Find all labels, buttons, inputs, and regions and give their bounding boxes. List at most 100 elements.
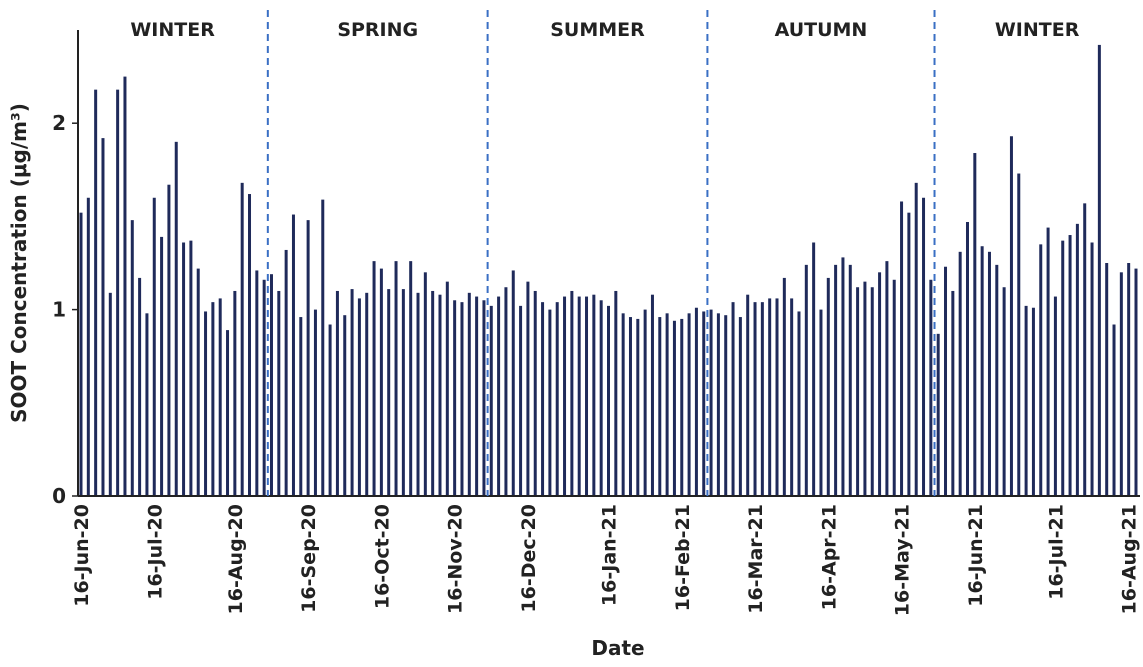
bar — [482, 300, 486, 496]
bar — [321, 199, 325, 496]
bar — [204, 311, 208, 496]
bar — [357, 298, 361, 496]
bar — [914, 182, 918, 496]
bar — [775, 298, 779, 496]
bar — [672, 320, 676, 496]
bar — [1009, 136, 1013, 497]
bar — [262, 279, 266, 496]
y-tick-label: 1 — [52, 298, 66, 322]
bar — [782, 277, 786, 496]
bar — [585, 296, 589, 496]
bar — [731, 302, 735, 496]
season-label: AUTUMN — [775, 19, 868, 41]
bar — [489, 305, 493, 496]
bar — [328, 324, 332, 496]
bar — [116, 89, 120, 496]
bar — [614, 290, 618, 496]
bar — [255, 270, 259, 496]
bar — [738, 317, 742, 496]
bar — [621, 313, 625, 496]
bar — [438, 294, 442, 496]
bar — [1031, 307, 1035, 496]
x-tick-label: 16-Jul-21 — [1045, 504, 1067, 600]
bar — [1017, 173, 1021, 496]
bar — [687, 313, 691, 496]
bar — [240, 182, 244, 496]
bar — [841, 257, 845, 496]
bar — [987, 251, 991, 496]
bar — [1083, 203, 1087, 497]
bar — [1105, 263, 1109, 496]
bar — [416, 292, 420, 496]
bar — [1075, 223, 1079, 496]
bar — [812, 242, 816, 496]
x-tick-label: 16-Feb-21 — [672, 504, 694, 611]
bar — [965, 221, 969, 496]
bar — [541, 302, 545, 496]
bar — [497, 296, 501, 496]
bar — [650, 294, 654, 496]
bar — [848, 264, 852, 496]
x-tick-label: 16-Sep-20 — [298, 504, 320, 613]
bar — [189, 240, 193, 496]
bar — [504, 287, 508, 496]
bar — [211, 302, 215, 496]
bar — [643, 309, 647, 496]
bar — [995, 264, 999, 496]
bar — [863, 281, 867, 496]
bar — [819, 309, 823, 496]
x-tick-label: 16-Jun-21 — [965, 504, 987, 607]
bar — [475, 296, 479, 496]
bar — [900, 201, 904, 496]
bar — [460, 302, 464, 496]
bar — [306, 220, 310, 497]
bar — [1127, 263, 1131, 496]
bar — [1068, 235, 1072, 497]
bar — [790, 298, 794, 496]
bar — [929, 279, 933, 496]
x-tick-label: 16-Jan-21 — [599, 504, 621, 606]
bar — [1097, 44, 1101, 497]
bar — [467, 292, 471, 496]
bar — [878, 272, 882, 496]
bar — [555, 302, 559, 496]
bar — [951, 290, 955, 496]
bar — [174, 141, 178, 496]
bar — [394, 261, 398, 496]
bar — [1061, 240, 1065, 496]
bar — [130, 220, 134, 497]
bar — [423, 272, 427, 496]
bar — [226, 330, 230, 496]
bar — [196, 268, 200, 496]
bar — [804, 264, 808, 496]
season-label: SUMMER — [550, 19, 645, 41]
bar — [277, 290, 281, 496]
bar — [1134, 268, 1138, 496]
bar — [343, 315, 347, 496]
x-tick-label: 16-Dec-20 — [518, 504, 540, 613]
bar — [233, 290, 237, 496]
bar — [269, 274, 273, 496]
bar — [628, 317, 632, 496]
bar — [387, 289, 391, 496]
bar — [702, 311, 706, 496]
bar — [218, 298, 222, 496]
bar — [1002, 287, 1006, 496]
bar — [922, 197, 926, 496]
bar — [1119, 272, 1123, 496]
bar — [248, 194, 252, 497]
bar — [1039, 244, 1043, 496]
bar — [768, 298, 772, 496]
bar — [108, 292, 112, 496]
y-axis-label: SOOT Concentration (μg/m³) — [7, 103, 31, 423]
bar — [431, 290, 435, 496]
bar — [760, 302, 764, 496]
bar — [680, 318, 684, 496]
bar — [599, 300, 603, 496]
x-tick-label: 16-Aug-21 — [1119, 504, 1141, 614]
bar — [980, 246, 984, 496]
x-tick-label: 16-Mar-21 — [745, 504, 767, 614]
bar — [291, 214, 295, 496]
bar — [577, 296, 581, 496]
